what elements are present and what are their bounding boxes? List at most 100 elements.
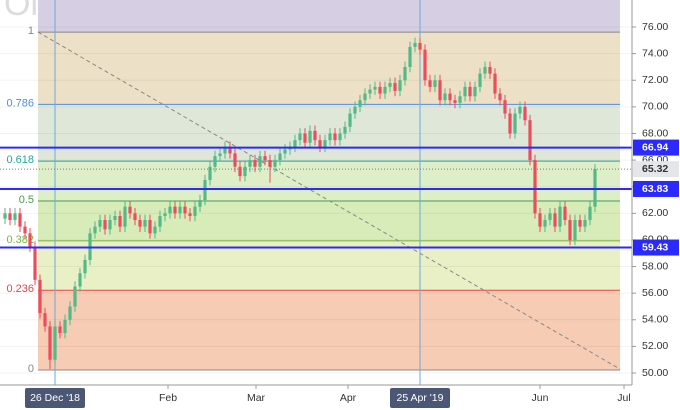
fib-label: 0.786 bbox=[6, 97, 34, 109]
candle-body bbox=[73, 286, 77, 307]
candle-body bbox=[273, 160, 277, 167]
candle-body bbox=[553, 213, 557, 227]
x-tick-label: Jul bbox=[617, 392, 630, 404]
candle-body bbox=[213, 156, 217, 167]
candle-body bbox=[3, 213, 7, 219]
candle-body bbox=[558, 206, 562, 227]
candle-body bbox=[463, 86, 467, 97]
fib-band bbox=[38, 290, 620, 370]
last-price-box bbox=[633, 161, 679, 178]
candle-body bbox=[458, 96, 462, 103]
fib-band bbox=[38, 0, 620, 33]
y-tick-label: 74.00 bbox=[642, 47, 668, 59]
candle-body bbox=[8, 213, 12, 220]
y-tick-label: 56.00 bbox=[642, 287, 668, 299]
candle-body bbox=[378, 86, 382, 94]
candle-body bbox=[453, 100, 457, 103]
candle-body bbox=[58, 326, 62, 334]
candle-body bbox=[313, 130, 317, 141]
candle-body bbox=[523, 106, 527, 121]
candle-body bbox=[423, 49, 427, 81]
candle-body bbox=[243, 166, 247, 177]
candle-body bbox=[93, 226, 97, 234]
candle-body bbox=[258, 156, 262, 167]
crosshair-label-box bbox=[390, 388, 450, 408]
candle-body bbox=[263, 156, 267, 161]
candle-body bbox=[208, 166, 212, 181]
candle-body bbox=[113, 215, 117, 220]
candle-body bbox=[248, 160, 252, 167]
candle-body bbox=[153, 226, 157, 234]
candle-body bbox=[393, 82, 397, 91]
candle-body bbox=[223, 146, 227, 154]
fib-band bbox=[38, 240, 620, 291]
candle-body bbox=[268, 160, 272, 167]
x-tick-label: Feb bbox=[159, 392, 177, 404]
trend-line bbox=[37, 31, 621, 370]
hline-label-box bbox=[633, 180, 679, 197]
candle-body bbox=[403, 66, 407, 81]
candle-body bbox=[413, 42, 417, 47]
candle-body bbox=[128, 206, 132, 214]
candle-body bbox=[283, 149, 287, 154]
candle-body bbox=[98, 219, 102, 227]
candle-body bbox=[468, 86, 472, 97]
candle-body bbox=[448, 93, 452, 101]
candle-body bbox=[508, 113, 512, 134]
candle-body bbox=[473, 86, 477, 97]
candle-body bbox=[568, 219, 572, 240]
candle-body bbox=[253, 160, 257, 167]
y-tick-label: 62.00 bbox=[642, 207, 668, 219]
y-tick-label: 58.00 bbox=[642, 260, 668, 272]
y-tick-label: 68.00 bbox=[642, 127, 668, 139]
candle-body bbox=[533, 160, 537, 214]
crosshair-label: 25 Apr '19 bbox=[397, 392, 444, 404]
candle-body bbox=[278, 153, 282, 161]
candle-body bbox=[348, 113, 352, 127]
candle-body bbox=[398, 80, 402, 91]
candle-body bbox=[38, 279, 42, 314]
candle-body bbox=[188, 213, 192, 216]
candle-body bbox=[68, 306, 72, 320]
candle-body bbox=[358, 100, 362, 107]
y-tick-label: 72.00 bbox=[642, 74, 668, 86]
candle-body bbox=[123, 206, 127, 227]
hline-label: 66.94 bbox=[642, 141, 668, 153]
candle-body bbox=[593, 169, 597, 207]
candle-body bbox=[143, 219, 147, 227]
candle-body bbox=[33, 246, 37, 280]
candle-body bbox=[168, 206, 172, 214]
candle-body bbox=[578, 219, 582, 227]
candle-body bbox=[18, 213, 22, 227]
hline-label-box bbox=[633, 239, 679, 256]
candle-body bbox=[53, 326, 57, 360]
candle-body bbox=[328, 133, 332, 141]
candle-body bbox=[163, 213, 167, 216]
fib-label: 0.236 bbox=[6, 283, 34, 295]
fib-band bbox=[38, 161, 620, 202]
candle-body bbox=[178, 206, 182, 214]
y-tick-label: 70.00 bbox=[642, 101, 668, 113]
crosshair-label: 26 Dec '18 bbox=[30, 392, 80, 404]
x-tick-label: Mar bbox=[247, 392, 266, 404]
hline-label: 59.43 bbox=[642, 241, 668, 253]
candle-body bbox=[383, 86, 387, 94]
candle-body bbox=[28, 233, 32, 247]
candle-body bbox=[588, 206, 592, 220]
candle-body bbox=[183, 206, 187, 214]
candle-body bbox=[83, 259, 87, 274]
candle-body bbox=[493, 73, 497, 94]
candle-body bbox=[373, 86, 377, 90]
fib-label: 0.5 bbox=[19, 194, 34, 206]
candle-body bbox=[353, 106, 357, 114]
fib-band bbox=[38, 104, 620, 162]
x-tick-label: Jun bbox=[532, 392, 549, 404]
candle-body bbox=[23, 226, 27, 234]
candle-body bbox=[43, 313, 47, 327]
candle-body bbox=[483, 66, 487, 74]
candle-body bbox=[138, 219, 142, 227]
y-tick-label: 54.00 bbox=[642, 314, 668, 326]
candle-body bbox=[218, 153, 222, 157]
candle-body bbox=[343, 126, 347, 134]
